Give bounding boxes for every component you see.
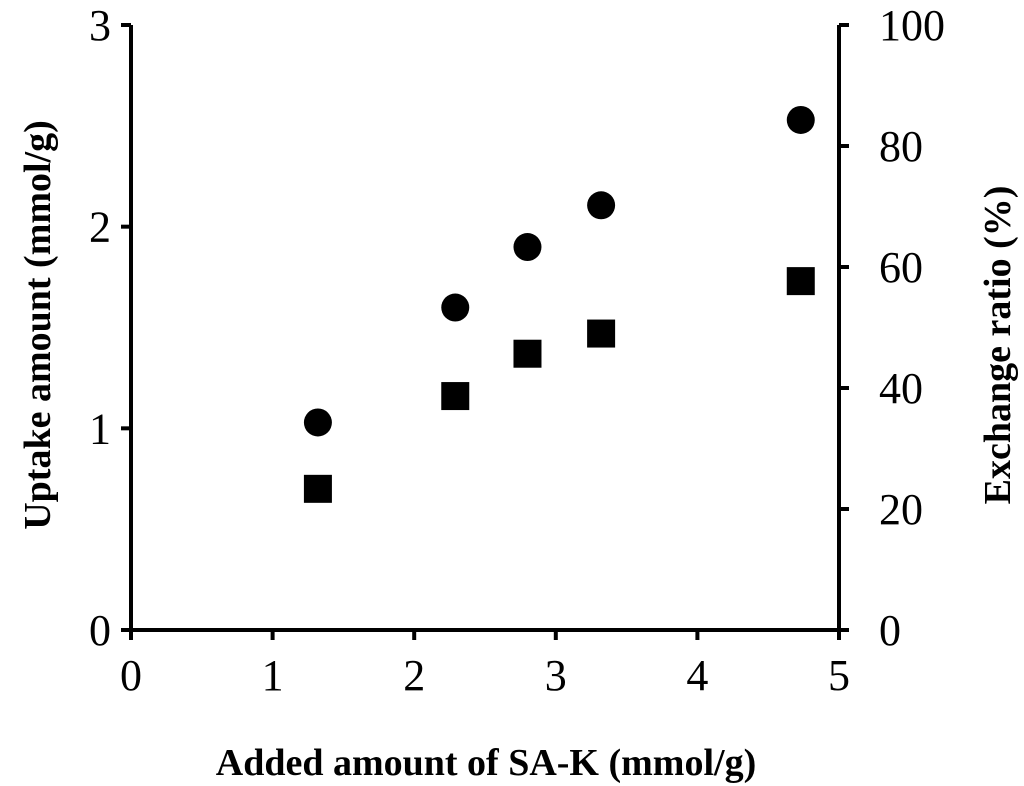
x-tick-label: 5 [828,651,850,700]
y-tick-label-right: 0 [879,606,901,655]
circle-point [303,408,332,437]
y-tick-label-left: 3 [89,1,111,50]
x-tick-label: 4 [686,651,708,700]
axes [129,25,841,632]
y-tick-label-right: 60 [879,243,923,292]
square-point [587,319,616,348]
circle-point [441,293,470,322]
y-tick-label-left: 1 [89,404,111,453]
circle-point [513,233,542,262]
y-axis-title-left: Uptake amount (mmol/g) [17,120,59,530]
x-tick-label: 0 [120,651,142,700]
x-tick-label: 2 [403,651,425,700]
y-tick-label-right: 80 [879,122,923,171]
x-axis-title: Added amount of SA-K (mmol/g) [216,742,756,784]
y-tick-label-right: 20 [879,485,923,534]
data-marks [303,105,815,503]
y-axis-title-right: Exchange ratio (%) [977,186,1019,505]
square-point [513,339,542,368]
y-tick-label-right: 40 [879,364,923,413]
y-tick-label-right: 100 [879,1,945,50]
x-tick-label: 1 [262,651,284,700]
circle-point [786,105,815,134]
x-tick-label: 3 [545,651,567,700]
y-tick-label-left: 0 [89,606,111,655]
y-tick-label-left: 2 [89,203,111,252]
circle-point [587,191,616,220]
square-point [786,267,815,296]
square-point [441,382,470,411]
square-point [303,474,332,503]
